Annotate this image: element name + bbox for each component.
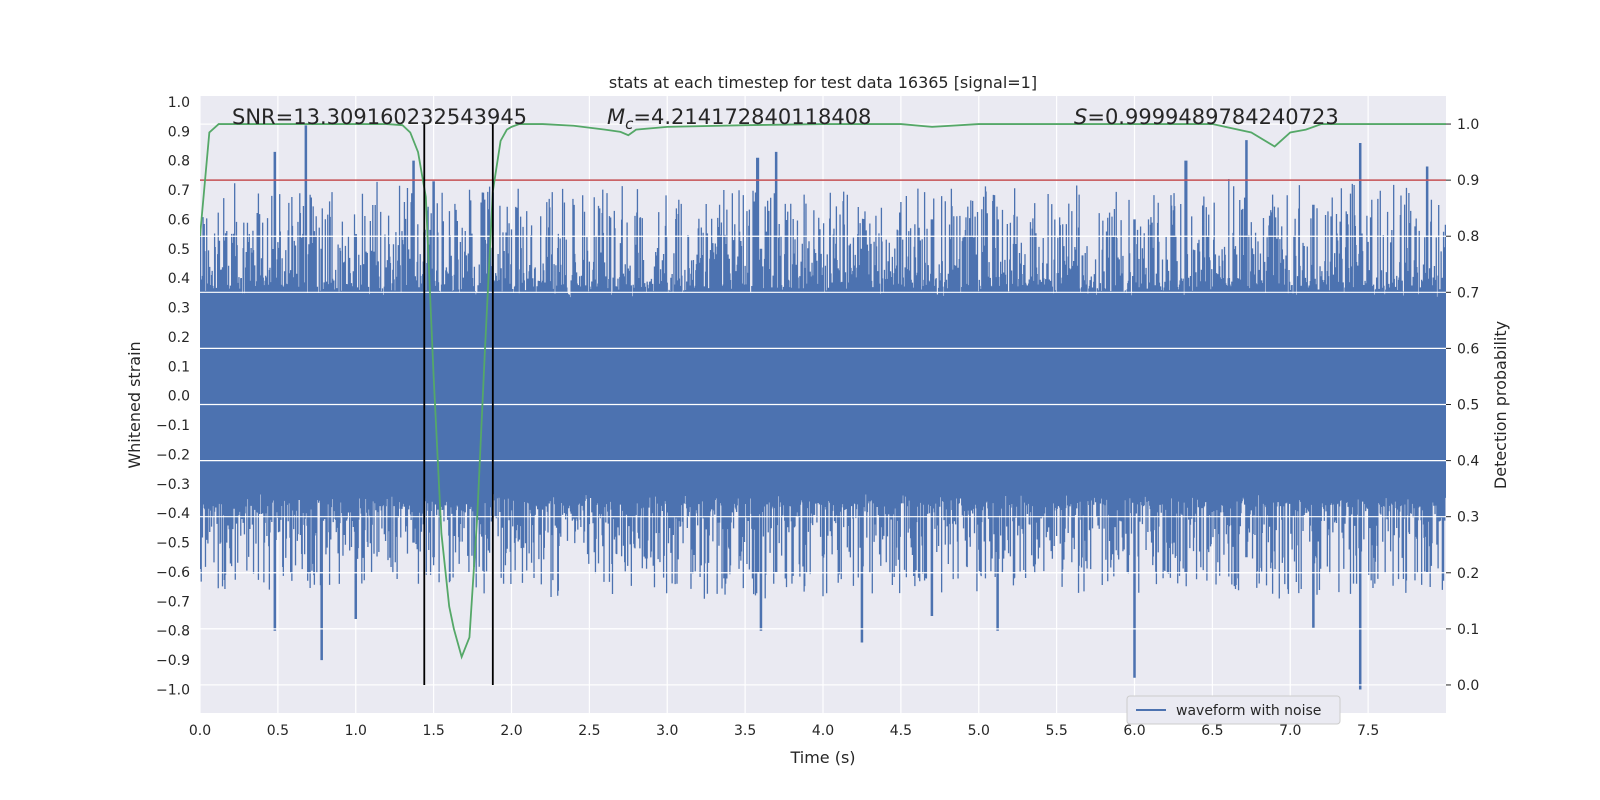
y2-tick-label: 0.1 [1457,622,1479,638]
significance-symbol: S [1074,105,1087,129]
x-tick-label: 1.0 [345,723,367,739]
x-tick-label: 3.5 [734,723,756,739]
waveform-with-noise-series [200,123,1446,690]
y-tick-label: −0.2 [156,447,190,463]
significance-value: =0.9999489784240723 [1087,105,1338,129]
y2-tick-label: 0.5 [1457,398,1479,414]
legend-label-waveform: waveform with noise [1176,703,1321,719]
event-window-markers [423,124,494,685]
x-axis-label: Time (s) [789,748,855,767]
x-tick-label: 7.0 [1279,723,1301,739]
x-tick-label: 0.0 [189,723,211,739]
y-axis-label: Whitened strain [125,341,144,468]
y-tick-label: 0.8 [168,154,190,170]
y2-tick-label: 0.9 [1457,173,1479,189]
x-axis-ticks: 0.0 0.5 1.0 1.5 2.0 2.5 3.0 3.5 4.0 4.5 5.0 5.5 6.0 6… [189,723,1379,739]
x-tick-label: 3.0 [656,723,678,739]
y-tick-label: 0.5 [168,242,190,258]
y-tick-label: 0.1 [168,359,190,375]
y-tick-label: −0.1 [156,418,190,434]
y-axis-ticks: −1.0 −0.9 −0.8 −0.7 −0.6 −0.5 −0.4 −0.3 −0.2 −0.1… [156,95,190,699]
waveform-trace [200,125,1446,690]
x-tick-label: 7.5 [1357,723,1379,739]
chirp-mass-subscript: c [625,115,634,133]
y2-tick-label: 0.2 [1457,566,1479,582]
detection-probability-series [200,123,1446,660]
legend-box [1126,695,1341,725]
x-tick-label: 5.0 [968,723,990,739]
y-tick-label: 0.3 [168,301,190,317]
legend: waveform with noise [1126,695,1341,725]
y-tick-label: 0.7 [168,183,190,199]
y-tick-label: 0.0 [168,389,190,405]
y-tick-label: 0.2 [168,330,190,346]
chirp-mass-symbol: M [607,105,625,129]
detection-probability-line [200,123,1446,660]
significance-annotation: S=0.9999489784240723 [1074,105,1339,129]
chart-title: stats at each timestep for test data 163… [609,73,1037,92]
snr-annotation: SNR=13.309160232543945 [232,105,527,129]
y2-tick-label: 0.8 [1457,229,1479,245]
x-tick-label: 4.0 [812,723,834,739]
y-tick-label: 1.0 [168,95,190,111]
y2-tick-label: 0.0 [1457,678,1479,694]
y2-tick-label: 0.4 [1457,454,1479,470]
y-tick-label: 0.6 [168,212,190,228]
y-tick-label: −0.6 [156,565,190,581]
y-tick-label: 0.9 [168,124,190,140]
y-tick-label: 0.4 [168,271,190,287]
y2-axis-label: Detection probability [1491,321,1510,489]
y-tick-label: −0.8 [156,624,190,640]
y2-tick-label: 0.7 [1457,285,1479,301]
y2-tick-label: 1.0 [1457,117,1479,133]
y-tick-label: −0.3 [156,477,190,493]
y2-tick-label: 0.6 [1457,341,1479,357]
y-tick-label: −0.7 [156,594,190,610]
y2-tick-label: 0.3 [1457,510,1479,526]
x-tick-label: 4.5 [890,723,912,739]
x-tick-label: 1.5 [422,723,444,739]
y-tick-label: −0.4 [156,506,190,522]
x-tick-label: 0.5 [267,723,289,739]
chirp-mass-value: =4.214172840118408 [633,105,871,129]
x-tick-label: 2.5 [578,723,600,739]
x-tick-label: 5.5 [1045,723,1067,739]
x-tick-label: 2.0 [500,723,522,739]
y-tick-label: −0.9 [156,653,190,669]
y-tick-label: −0.5 [156,536,190,552]
y2-axis-ticks: 0.0 0.1 0.2 0.3 0.4 0.5 0.6 0.7 0.8 0.9 1.0 [1446,117,1479,694]
chirp-mass-annotation: Mc=4.214172840118408 [607,105,871,133]
x-tick-label: 6.0 [1123,723,1145,739]
y-tick-label: −1.0 [156,682,190,698]
x-tick-label: 6.5 [1201,723,1223,739]
